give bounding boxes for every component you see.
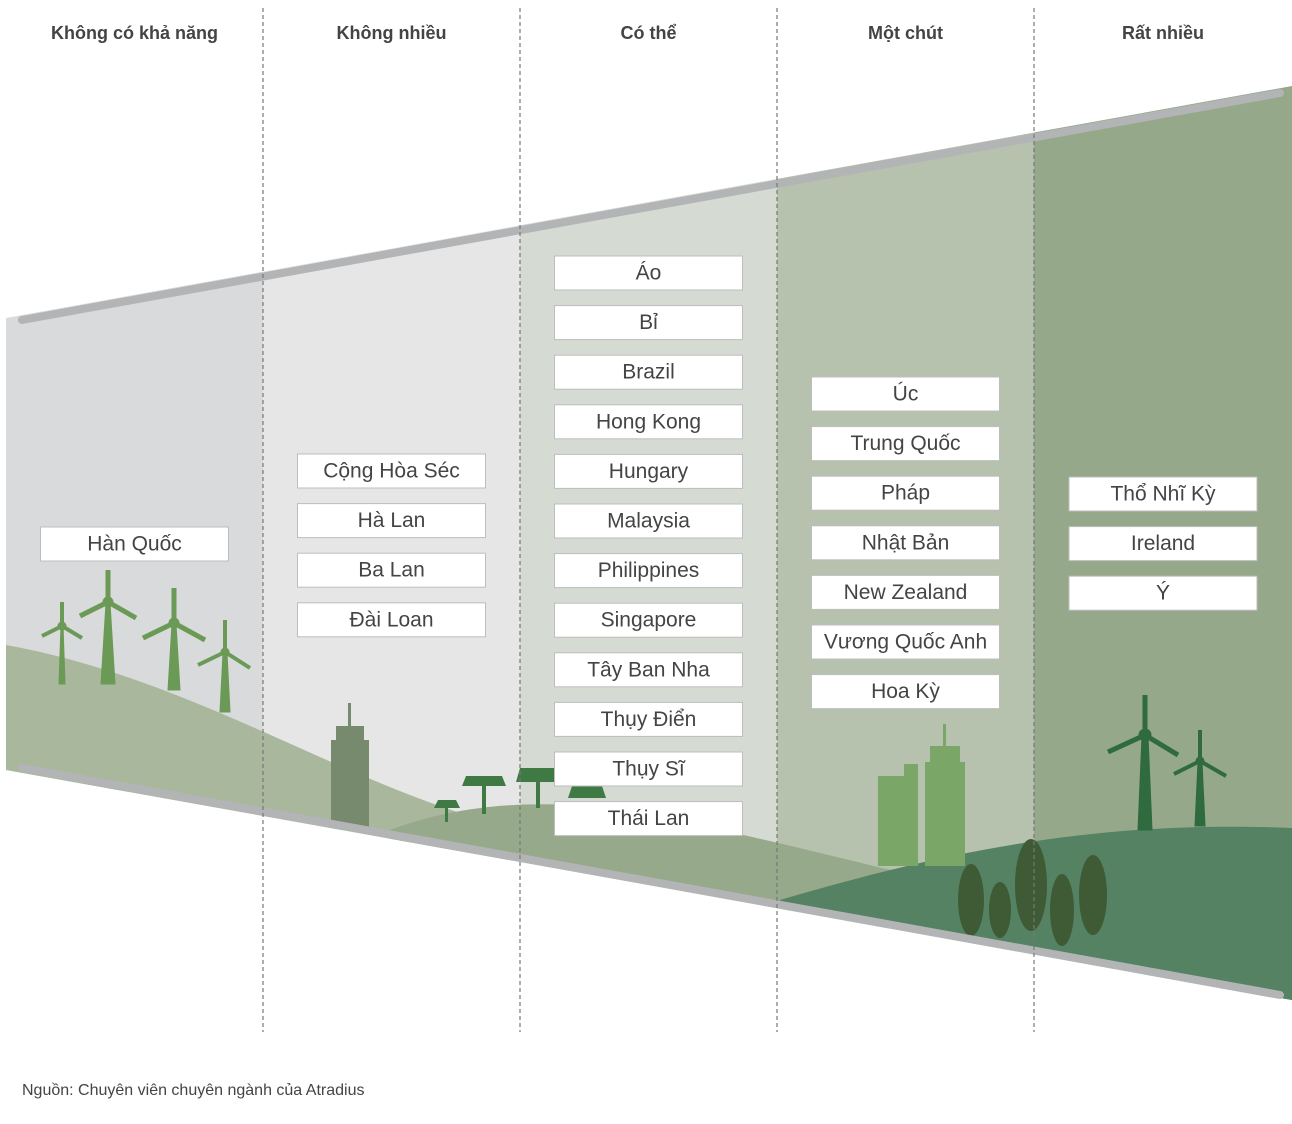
column-header: Không có khả năng <box>51 23 218 43</box>
item-label: Hong Kong <box>596 410 701 433</box>
column-header: Rất nhiều <box>1122 23 1204 43</box>
item-label: Philippines <box>598 559 700 582</box>
item-label: Hà Lan <box>358 509 426 532</box>
item-label: Ba Lan <box>358 559 425 582</box>
item-label: Thụy Sĩ <box>612 758 686 781</box>
item-label: Malaysia <box>607 510 690 533</box>
item-label: Ireland <box>1131 532 1195 555</box>
item-label: Hungary <box>609 460 689 483</box>
item-label: Hàn Quốc <box>87 533 182 556</box>
item-label: Trung Quốc <box>850 432 960 455</box>
item-label: Singapore <box>601 609 697 632</box>
column-fill <box>6 0 263 1124</box>
column-fill <box>777 0 1034 1124</box>
item-label: Vương Quốc Anh <box>824 631 987 654</box>
column-header: Có thể <box>621 23 677 43</box>
item-label: New Zealand <box>844 581 968 604</box>
item-label: Thổ Nhĩ Kỳ <box>1110 483 1216 506</box>
page: {"columns": [ {"header": "Không có khả n… <box>0 0 1292 1124</box>
item-label: Úc <box>893 383 919 406</box>
item-label: Tây Ban Nha <box>587 658 710 681</box>
source-note: Nguồn: Chuyên viên chuyên ngành của Atra… <box>22 1082 364 1099</box>
item-label: Áo <box>636 262 662 285</box>
item-label: Hoa Kỳ <box>871 680 940 703</box>
item-label: Nhật Bản <box>862 531 950 554</box>
item-label: Thụy Điển <box>601 708 697 731</box>
infographic: Không có khả năng Hàn Quốc Không nhiều Cộng… <box>0 0 1292 1124</box>
item-label: Bỉ <box>639 311 658 334</box>
column-header: Không nhiều <box>337 23 447 43</box>
item-label: Đài Loan <box>349 608 433 631</box>
item-label: Cộng Hòa Séc <box>323 460 460 483</box>
item-label: Brazil <box>622 361 675 384</box>
item-label: Ý <box>1156 582 1170 605</box>
column-header: Một chút <box>868 23 943 43</box>
item-label: Pháp <box>881 482 930 505</box>
item-label: Thái Lan <box>608 807 690 830</box>
